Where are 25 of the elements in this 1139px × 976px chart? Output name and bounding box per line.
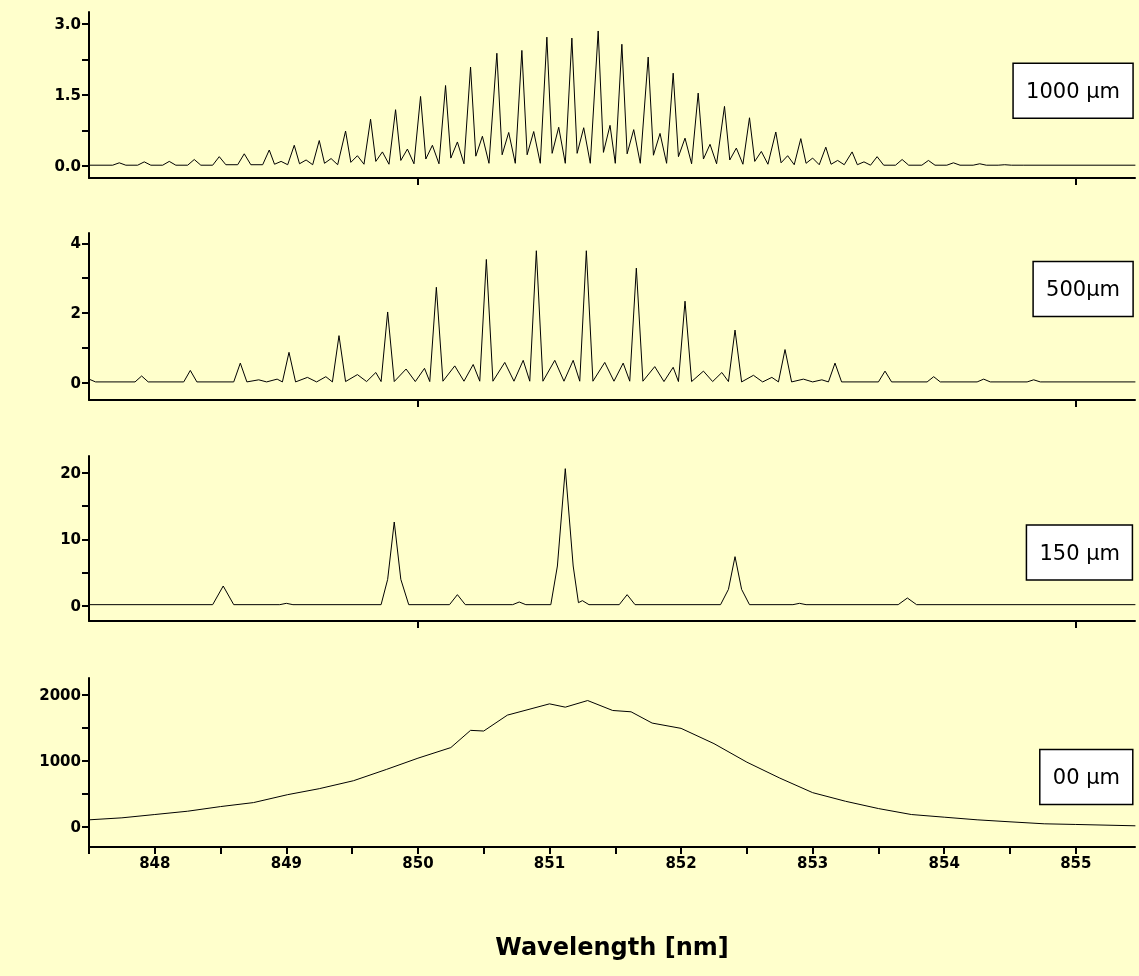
annotation: 500μm: [1046, 276, 1121, 301]
y-tick-label: 0: [70, 818, 81, 837]
y-tick-label: 2: [70, 304, 81, 323]
y-tick-label: 1.5: [54, 86, 81, 104]
x-tick-label: 854: [928, 853, 960, 872]
y-tick-label: 0: [70, 373, 81, 392]
y-tick-label: 10: [60, 530, 81, 549]
x-tick-label: 853: [796, 853, 829, 872]
x-tick-label: 850: [402, 853, 434, 872]
y-tick-label: 0: [70, 597, 81, 615]
y-tick-label: 0.0: [54, 157, 81, 176]
x-tick-label: 848: [139, 853, 171, 872]
annotation: 150 μm: [1039, 540, 1120, 565]
x-tick-label: 852: [665, 853, 697, 872]
x-axis-title: Wavelength [nm]: [495, 933, 729, 961]
y-tick-label: 3.0: [54, 14, 81, 33]
annotation: 1000 μm: [1026, 78, 1120, 103]
y-tick-label: 4: [70, 234, 81, 253]
annotation: 00 μm: [1052, 764, 1120, 789]
x-tick-label: 855: [1060, 853, 1092, 872]
x-tick-label: 851: [533, 853, 566, 872]
y-tick-label: 2000: [39, 685, 81, 704]
y-tick-label: 1000: [39, 751, 81, 770]
y-tick-label: 20: [60, 463, 81, 482]
x-tick-label: 849: [270, 853, 303, 872]
